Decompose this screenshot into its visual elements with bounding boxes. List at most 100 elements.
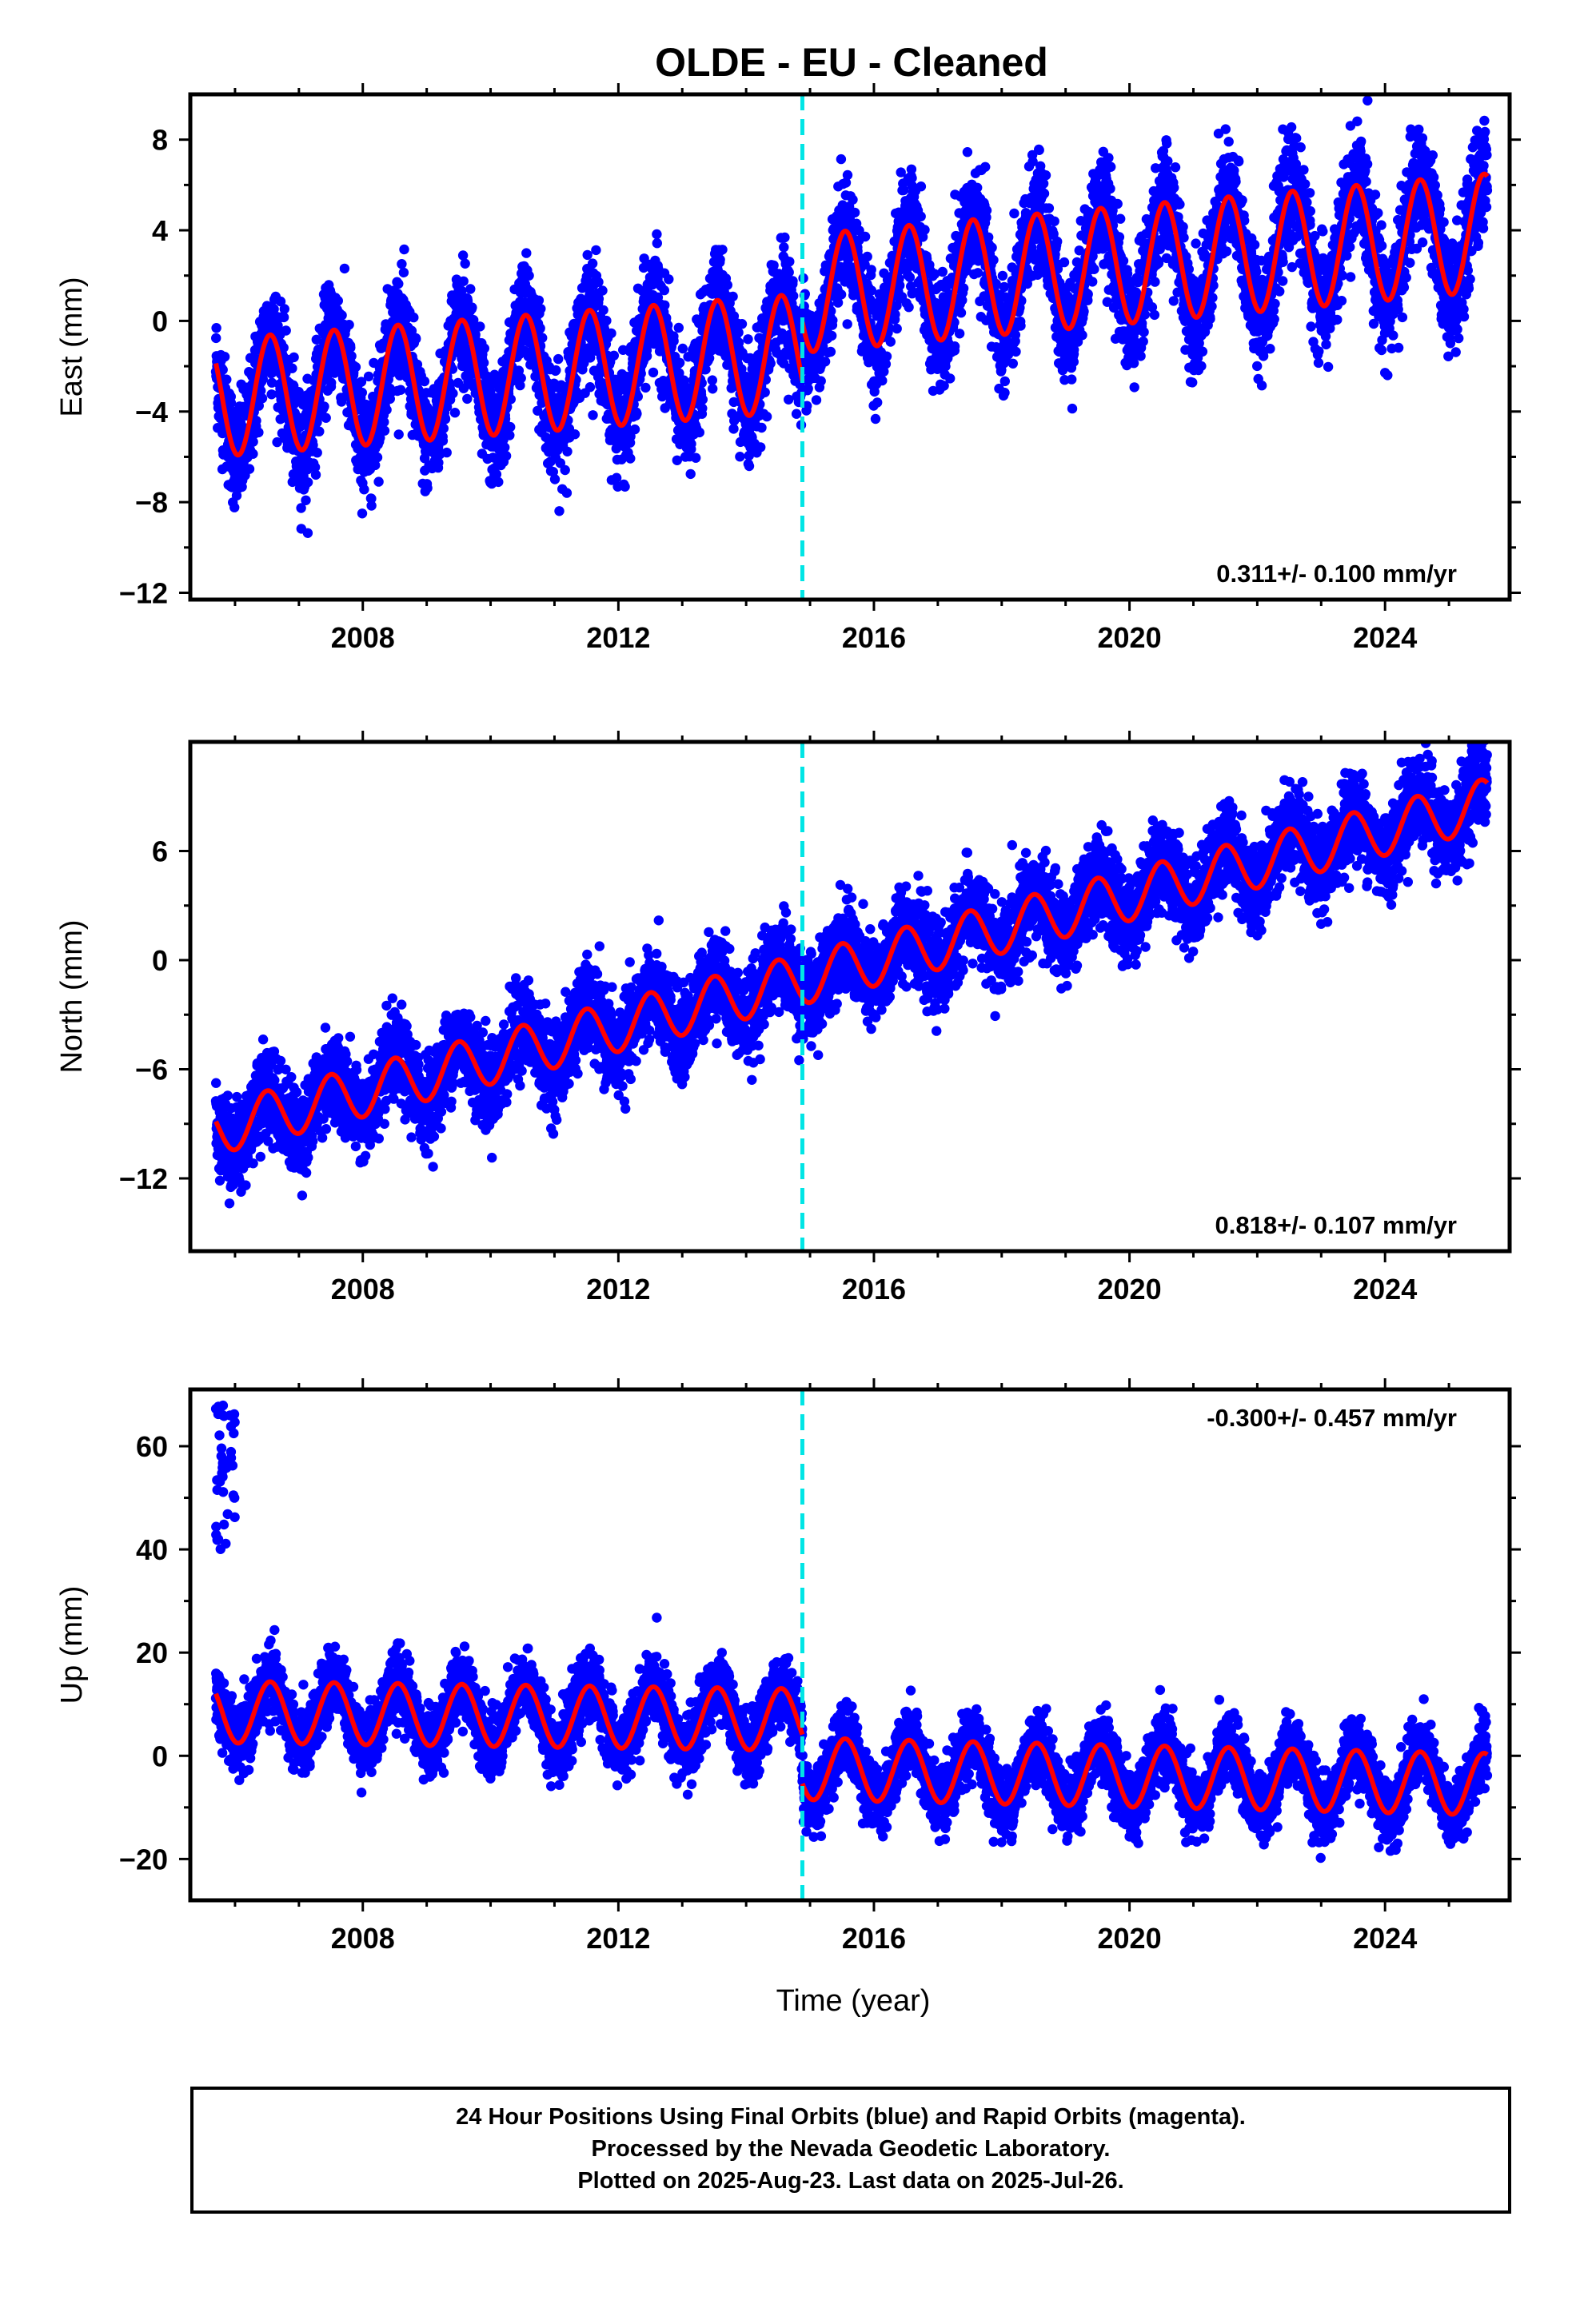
east-position-point [373,476,384,487]
east-position-point [972,182,983,193]
east-position-point [591,245,601,256]
east-position-point [475,321,485,332]
east-position-point [479,343,489,353]
east-position-point [674,368,684,378]
east-position-point [585,353,596,363]
east-position-point [521,248,532,258]
east-position-point [717,245,728,255]
east-position-point [319,401,329,412]
east-position-point [287,363,297,373]
east-position-point [293,387,304,397]
east-position-point [949,341,960,352]
east-position-point [469,315,479,325]
east-position-point [535,323,545,333]
east-position-point [885,337,896,347]
east-position-point [736,319,748,329]
east-position-point [904,272,916,283]
east-position-point [379,425,390,436]
east-position-point [582,249,592,261]
east-position-point [632,409,642,419]
east-position-point [225,397,237,409]
east-position-point [860,231,871,242]
east-position-point [672,455,682,465]
east-position-point [278,342,289,353]
east-position-point [707,375,717,385]
east-position-point [460,258,470,269]
east-position-point [296,503,306,513]
east-position-point [756,442,766,452]
east-position-point [879,366,889,377]
east-position-point [920,225,930,235]
east-position-point [828,315,838,325]
east-position-point [281,325,291,336]
east-position-point [1034,145,1044,155]
east-position-point [441,447,452,458]
east-position-point [606,328,616,339]
east-position-point [685,468,696,480]
east-position-point [697,403,708,413]
east-position-point [593,293,604,304]
east-position-point [1039,188,1050,199]
east-position-point [438,423,449,434]
east-position-point [916,211,926,221]
east-position-point [516,373,526,384]
east-position-point [269,304,279,314]
east-position-point [248,448,258,459]
east-position-point [419,376,430,387]
east-position-point [877,375,888,386]
east-position-point [229,502,240,512]
east-position-point [537,333,548,343]
east-position-point [533,295,545,305]
east-position-point [916,181,927,192]
east-position-point [346,351,357,361]
east-position-point [608,350,619,361]
east-position-point [505,430,515,440]
east-position-point [397,259,407,269]
east-position-point [674,357,685,368]
east-position-point [1077,330,1087,341]
east-position-point [587,258,598,269]
east-position-point [422,483,433,493]
east-position-point [708,384,718,394]
east-position-point [744,450,754,461]
east-position-point [904,302,914,313]
east-position-point [668,336,679,346]
east-position-point [836,153,847,165]
east-position-point [664,274,674,285]
east-position-point [890,309,900,320]
east-position-point [660,300,670,310]
east-position-point [999,388,1010,398]
east-position-point [275,296,286,307]
east-position-point [648,367,659,378]
east-position-point [854,225,864,236]
east-position-point [761,411,772,422]
east-position-point [1009,208,1019,219]
east-position-point [513,365,525,376]
east-position-point [870,413,881,425]
east-position-point [704,353,715,364]
east-position-point [836,289,847,300]
east-position-point [842,319,852,329]
east-position-point [899,185,909,196]
east-position-point [937,266,948,277]
east-position-point [1067,403,1078,414]
east-position-point [972,268,984,278]
east-position-point [266,389,277,400]
east-position-point [999,376,1011,387]
east-position-point [962,147,973,157]
east-position-point [345,342,356,353]
east-position-point [784,257,795,267]
east-position-point [694,427,704,438]
east-position-point [588,410,598,421]
east-position-point [1079,306,1089,317]
east-position-point [437,436,449,446]
east-position-point [344,320,354,330]
east-position-point [1049,216,1059,226]
east-position-point [310,469,321,480]
east-position-point [601,315,612,326]
east-position-point [211,323,221,333]
east-position-point [312,448,322,458]
east-position-point [611,472,622,483]
